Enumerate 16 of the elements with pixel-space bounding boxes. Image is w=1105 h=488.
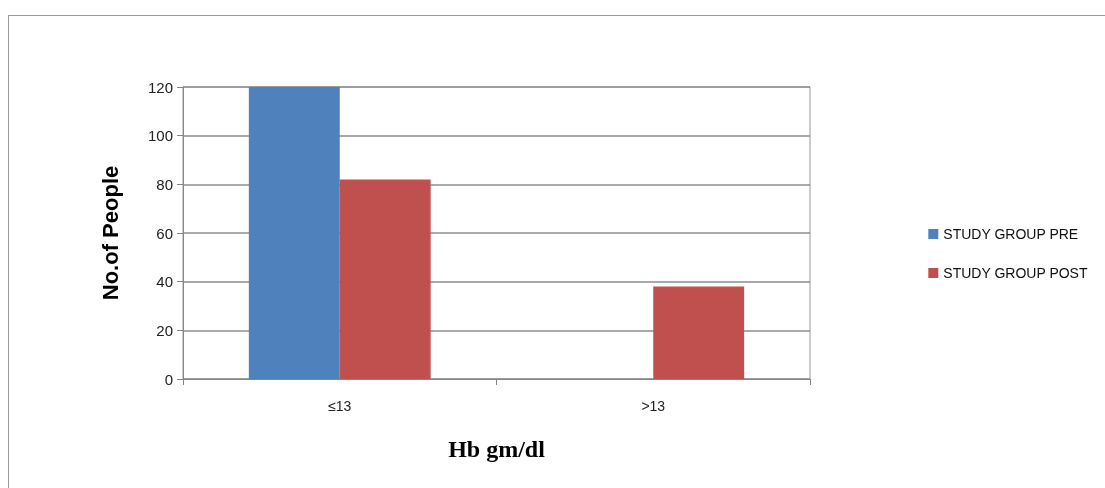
y-tick-label: 60 [156, 224, 173, 242]
y-axis-title: No.of People [97, 165, 123, 301]
bar [248, 87, 340, 379]
x-axis-title: Hb gm/dl [448, 436, 546, 462]
y-tick-label: 80 [156, 175, 173, 193]
legend-label: STUDY GROUP PRE [943, 226, 1079, 242]
legend-label: STUDY GROUP POST [943, 265, 1088, 281]
y-tick-label: 0 [164, 370, 173, 388]
y-tick-label: 120 [147, 78, 173, 96]
y-tick-label: 40 [156, 273, 173, 291]
bar [653, 286, 745, 379]
x-tick-label: ≤13 [328, 398, 352, 414]
y-tick-label: 100 [147, 127, 173, 145]
y-tick-label: 20 [156, 321, 173, 339]
x-tick-label: >13 [641, 398, 666, 414]
bar [339, 179, 431, 379]
